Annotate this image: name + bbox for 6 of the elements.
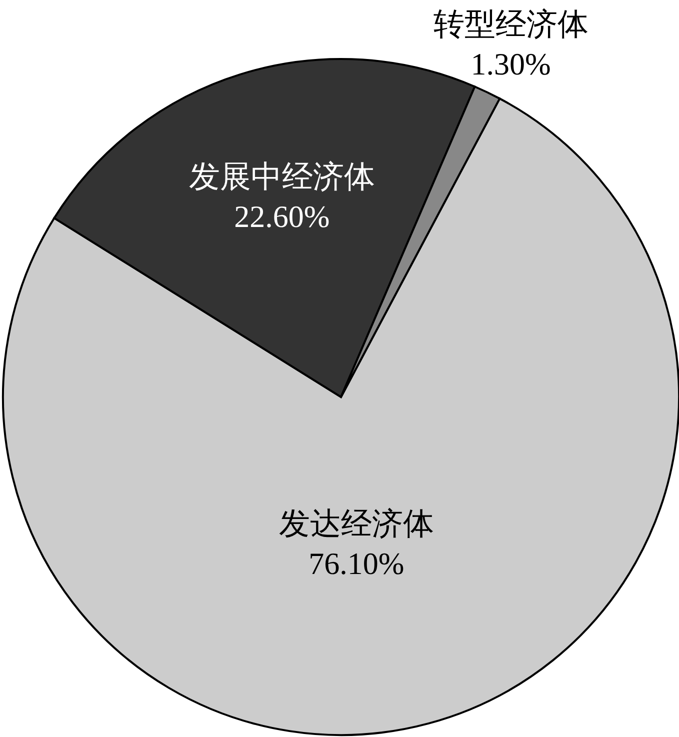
data-label: 1.30% (470, 46, 551, 82)
slice-label: 发达经济体 (278, 506, 434, 541)
data-label: 22.60% (234, 198, 330, 234)
slice-label: 转型经济体 (433, 6, 588, 42)
data-label: 76.10% (308, 546, 404, 581)
slice-label: 发展中经济体 (188, 158, 375, 194)
